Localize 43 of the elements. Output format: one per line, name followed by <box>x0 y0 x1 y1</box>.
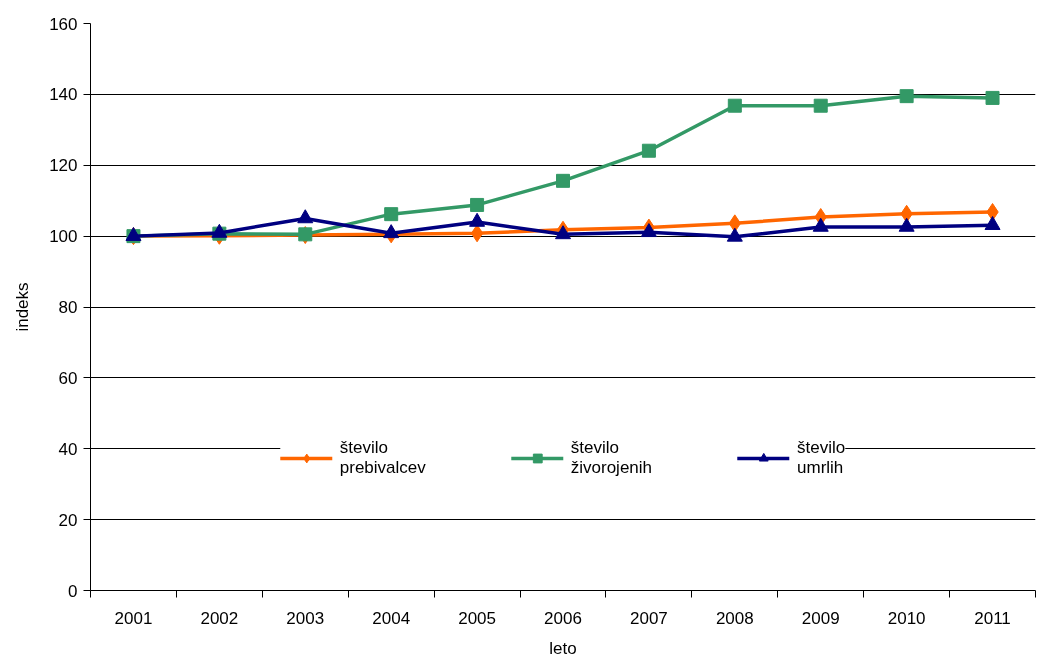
legend-label: število prebivalcev <box>339 438 426 478</box>
point <box>641 143 656 158</box>
x-tick-label: 2006 <box>544 608 582 628</box>
x-tick-label: 2009 <box>801 608 840 628</box>
x-tick-label: 2004 <box>372 608 411 628</box>
point <box>556 173 570 188</box>
y-tick-label: 100 <box>49 227 78 247</box>
y-tick-label: 140 <box>49 85 78 105</box>
y-tick-label: 160 <box>49 14 78 34</box>
y-tick-label: 40 <box>58 439 78 459</box>
point <box>898 217 915 232</box>
point <box>640 223 657 238</box>
point <box>984 215 1001 230</box>
y-tick-label: 60 <box>58 368 78 388</box>
x-tick-label: 2011 <box>974 608 1011 628</box>
point <box>470 197 485 212</box>
x-tick-label: 2010 <box>887 608 926 628</box>
point <box>555 225 571 240</box>
point <box>469 212 486 227</box>
legend-label: število živorojenih <box>570 438 653 478</box>
x-tick-label: 2002 <box>200 608 239 628</box>
point <box>384 207 399 222</box>
y-tick-label: 20 <box>58 510 78 530</box>
point <box>297 209 314 224</box>
x-axis-title: leto <box>549 638 577 658</box>
x-tick-label: 2007 <box>630 608 668 628</box>
y-tick-label: 0 <box>68 581 78 601</box>
point <box>899 89 914 104</box>
x-tick-label: 2008 <box>715 608 754 628</box>
legend-label: število umrlih <box>797 438 846 478</box>
point <box>813 98 828 113</box>
point <box>726 227 743 242</box>
point <box>470 224 484 243</box>
y-tick-label: 80 <box>58 298 78 317</box>
point <box>812 217 829 232</box>
point <box>985 90 1000 105</box>
y-tick-label: 120 <box>49 156 78 176</box>
x-tick-label: 2005 <box>458 608 497 628</box>
point <box>383 224 400 239</box>
x-tick-label: 2001 <box>114 608 153 628</box>
point <box>727 98 742 113</box>
x-tick-label: 2003 <box>286 608 325 628</box>
y-axis-title: indeks <box>13 282 33 332</box>
